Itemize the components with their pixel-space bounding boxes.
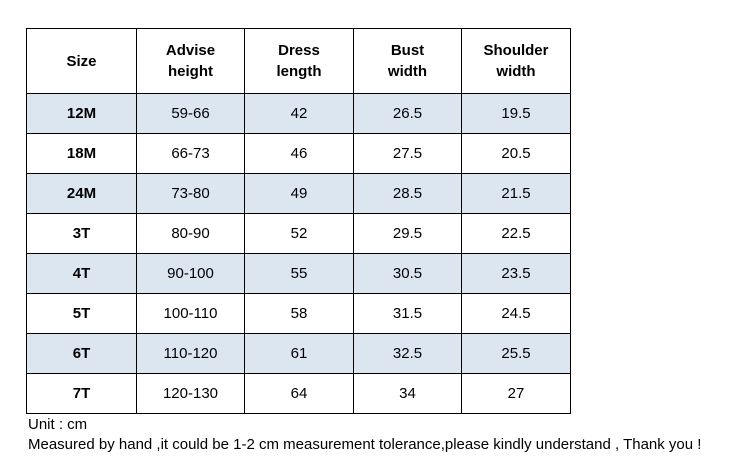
value-cell: 19.5	[461, 93, 571, 134]
size-cell: 6T	[26, 333, 137, 374]
value-cell: 27.5	[353, 133, 462, 174]
value-cell: 66-73	[136, 133, 245, 174]
size-cell: 12M	[26, 93, 137, 134]
value-cell: 34	[353, 373, 462, 414]
value-cell: 100-110	[136, 293, 245, 334]
value-cell: 120-130	[136, 373, 245, 414]
size-cell: 4T	[26, 253, 137, 294]
header-row: Size Advise height Dress length Bust width S…	[26, 28, 571, 94]
value-cell: 52	[244, 213, 354, 254]
table-row: 6T 110-120 61 32.5 25.5	[26, 333, 571, 374]
table-row: 24M 73-80 49 28.5 21.5	[26, 173, 571, 214]
value-cell: 23.5	[461, 253, 571, 294]
value-cell: 24.5	[461, 293, 571, 334]
size-table: Size Advise height Dress length Bust width S…	[26, 28, 571, 414]
value-cell: 59-66	[136, 93, 245, 134]
header-cell: Dress length	[244, 28, 354, 94]
header-cell: Size	[26, 28, 137, 94]
size-cell: 3T	[26, 213, 137, 254]
header-cell: Shoulder width	[461, 28, 571, 94]
value-cell: 64	[244, 373, 354, 414]
value-cell: 20.5	[461, 133, 571, 174]
size-cell: 7T	[26, 373, 137, 414]
value-cell: 26.5	[353, 93, 462, 134]
value-cell: 58	[244, 293, 354, 334]
value-cell: 49	[244, 173, 354, 214]
value-cell: 32.5	[353, 333, 462, 374]
size-cell: 5T	[26, 293, 137, 334]
value-cell: 110-120	[136, 333, 245, 374]
value-cell: 73-80	[136, 173, 245, 214]
table-row: 7T 120-130 64 34 27	[26, 373, 571, 414]
table-row: 18M 66-73 46 27.5 20.5	[26, 133, 571, 174]
header-cell: Bust width	[353, 28, 462, 94]
table-row: 4T 90-100 55 30.5 23.5	[26, 253, 571, 294]
value-cell: 21.5	[461, 173, 571, 214]
table-row: 5T 100-110 58 31.5 24.5	[26, 293, 571, 334]
value-cell: 55	[244, 253, 354, 294]
value-cell: 25.5	[461, 333, 571, 374]
table-row: 3T 80-90 52 29.5 22.5	[26, 213, 571, 254]
value-cell: 90-100	[136, 253, 245, 294]
value-cell: 29.5	[353, 213, 462, 254]
value-cell: 27	[461, 373, 571, 414]
size-cell: 24M	[26, 173, 137, 214]
header-cell: Advise height	[136, 28, 245, 94]
value-cell: 30.5	[353, 253, 462, 294]
value-cell: 80-90	[136, 213, 245, 254]
value-cell: 46	[244, 133, 354, 174]
tolerance-note: Measured by hand ,it could be 1-2 cm mea…	[28, 436, 702, 453]
table-body: 12M 59-66 42 26.5 19.5 18M 66-73 46 27.5 20.5 24M 7…	[26, 93, 571, 414]
unit-note: Unit : cm	[28, 416, 88, 433]
value-cell: 61	[244, 333, 354, 374]
value-cell: 42	[244, 93, 354, 134]
value-cell: 28.5	[353, 173, 462, 214]
size-cell: 18M	[26, 133, 137, 174]
table-row: 12M 59-66 42 26.5 19.5	[26, 93, 571, 134]
value-cell: 22.5	[461, 213, 571, 254]
value-cell: 31.5	[353, 293, 462, 334]
